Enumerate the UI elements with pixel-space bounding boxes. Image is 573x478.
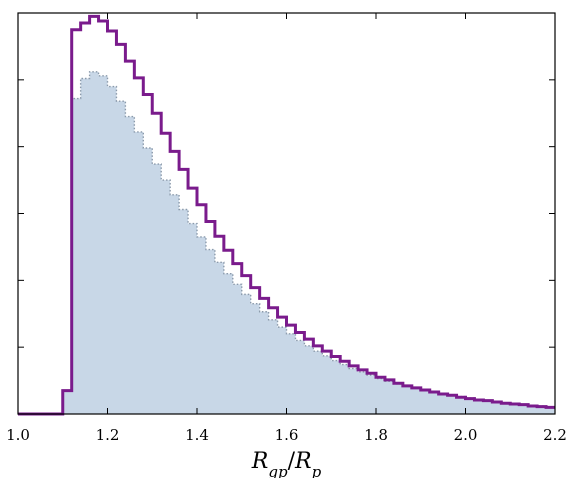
x-tick-label: 1.0 <box>6 426 30 444</box>
x-axis-label: Rgp/Rp <box>251 449 322 478</box>
step-line-histogram <box>18 14 555 416</box>
x-tick-label: 2.2 <box>543 426 567 444</box>
x-tick-label: 1.2 <box>96 426 120 444</box>
axis-ticks: 1.0 1.2 1.4 1.6 1.8 2.0 2.2 <box>6 12 567 444</box>
plot-area <box>18 14 555 416</box>
x-tick-label: 1.4 <box>185 426 209 444</box>
x-tick-label: 1.6 <box>275 426 299 444</box>
x-tick-label: 1.8 <box>364 426 388 444</box>
filled-histogram <box>18 71 555 415</box>
x-tick-label: 2.0 <box>454 426 478 444</box>
